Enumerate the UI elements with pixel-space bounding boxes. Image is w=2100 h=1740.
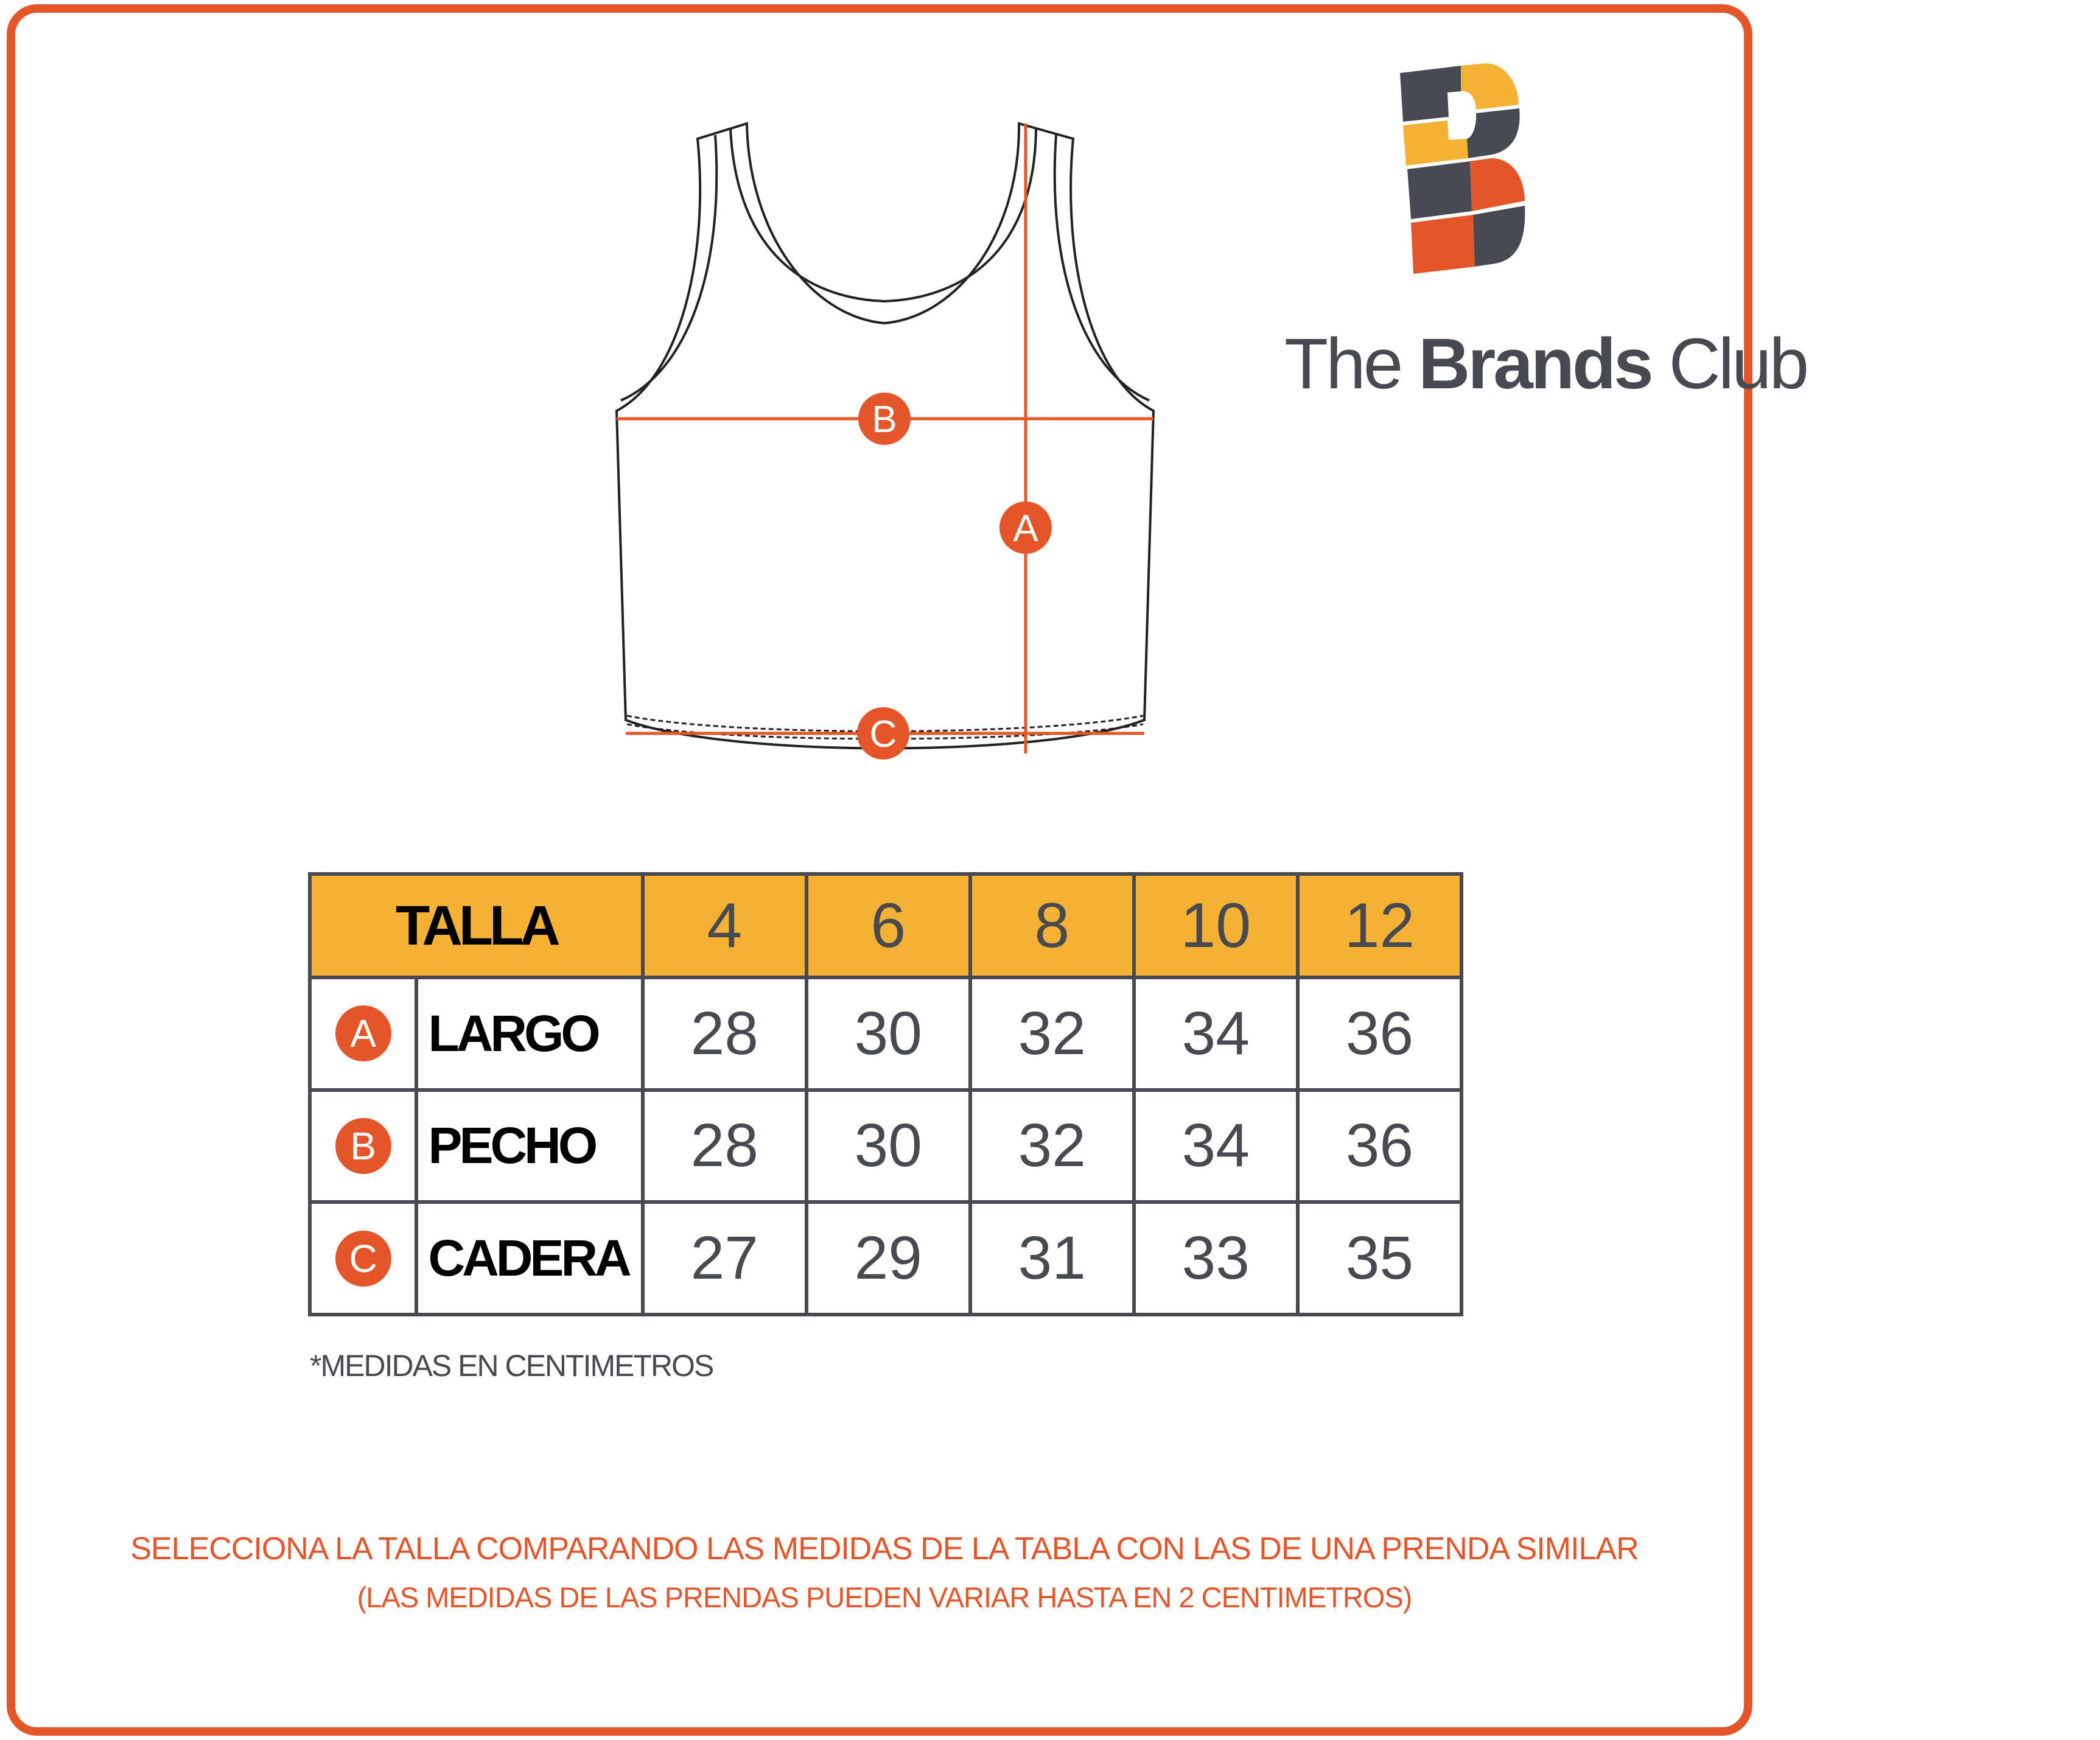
cell-value: 30 [804, 976, 972, 1092]
header-size: 6 [804, 872, 972, 979]
row-label: LARGO [415, 976, 645, 1092]
svg-text:A: A [1013, 508, 1038, 550]
marker-c: C [857, 707, 909, 760]
footer-instruction: SELECCIONA LA TALLA COMPARANDO LAS MEDID… [130, 1531, 1639, 1567]
table-row: A LARGO 28 30 32 34 36 [307, 976, 1464, 1092]
svg-text:B: B [872, 399, 897, 441]
row-label: CADERA [415, 1200, 645, 1316]
brand-logo [1400, 63, 1525, 274]
cell-value: 36 [1295, 976, 1464, 1092]
cell-value: 28 [640, 976, 808, 1092]
cell-value: 30 [804, 1088, 972, 1204]
table-row: C CADERA 27 29 31 33 35 [307, 1200, 1464, 1316]
header-size: 10 [1132, 872, 1300, 979]
header-size: 8 [968, 872, 1136, 979]
table-row: B PECHO 28 30 32 34 36 [307, 1088, 1464, 1204]
header-talla: TALLA [308, 872, 645, 979]
size-table: TALLA 4 6 8 10 12 A LARGO 28 30 32 34 36… [307, 872, 1464, 1316]
marker-a: A [999, 501, 1052, 554]
marker-badge-a: A [335, 1005, 391, 1062]
marker-badge-c: C [335, 1230, 391, 1287]
cell-value: 35 [1295, 1200, 1464, 1316]
cell-value: 32 [968, 1088, 1136, 1204]
page-border [7, 4, 1752, 1736]
table-header-row: TALLA 4 6 8 10 12 [308, 872, 1464, 979]
cell-value: 29 [804, 1200, 972, 1316]
cell-value: 31 [968, 1200, 1136, 1316]
header-size: 12 [1295, 872, 1464, 979]
cell-value: 33 [1132, 1200, 1300, 1316]
cell-value: 34 [1132, 1088, 1300, 1204]
cell-value: 34 [1132, 976, 1300, 1092]
cell-value: 36 [1295, 1088, 1464, 1204]
svg-text:C: C [870, 713, 897, 755]
units-note: *MEDIDAS EN CENTIMETROS [310, 1349, 714, 1383]
cell-value: 32 [968, 976, 1136, 1092]
marker-badge-b: B [335, 1117, 391, 1174]
brand-name: The Brands Club [1284, 324, 1809, 404]
footer-disclaimer: (LAS MEDIDAS DE LAS PRENDAS PUEDEN VARIA… [357, 1581, 1413, 1613]
cell-value: 28 [640, 1088, 808, 1204]
row-label: PECHO [415, 1088, 645, 1204]
marker-b: B [858, 393, 911, 445]
header-size: 4 [640, 872, 808, 979]
cell-value: 27 [640, 1200, 808, 1316]
